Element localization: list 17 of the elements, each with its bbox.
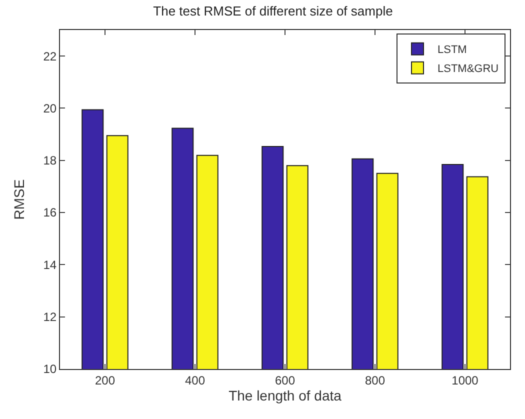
x-tick-label: 400 bbox=[184, 373, 206, 388]
x-tick-label: 800 bbox=[364, 373, 386, 388]
x-tick-label: 1000 bbox=[452, 373, 479, 388]
y-tick-label: 10 bbox=[43, 362, 57, 376]
y-axis-title: RMSE bbox=[10, 179, 27, 220]
y-tick-label: 12 bbox=[43, 310, 57, 324]
y-tick-label: 20 bbox=[43, 101, 57, 116]
legend-label: LSTM&GRU bbox=[438, 63, 499, 76]
chart-title: The test RMSE of different size of sample bbox=[153, 3, 393, 18]
y-tick-label: 16 bbox=[43, 206, 57, 220]
x-axis-title: The length of data bbox=[228, 388, 342, 404]
y-tick-label: 22 bbox=[43, 49, 57, 64]
x-tick-label: 600 bbox=[274, 373, 296, 388]
x-tick-label: 200 bbox=[94, 373, 116, 388]
y-tick-label: 14 bbox=[43, 258, 57, 272]
y-tick-label: 18 bbox=[43, 154, 57, 168]
legend-label: LSTM bbox=[438, 44, 467, 56]
